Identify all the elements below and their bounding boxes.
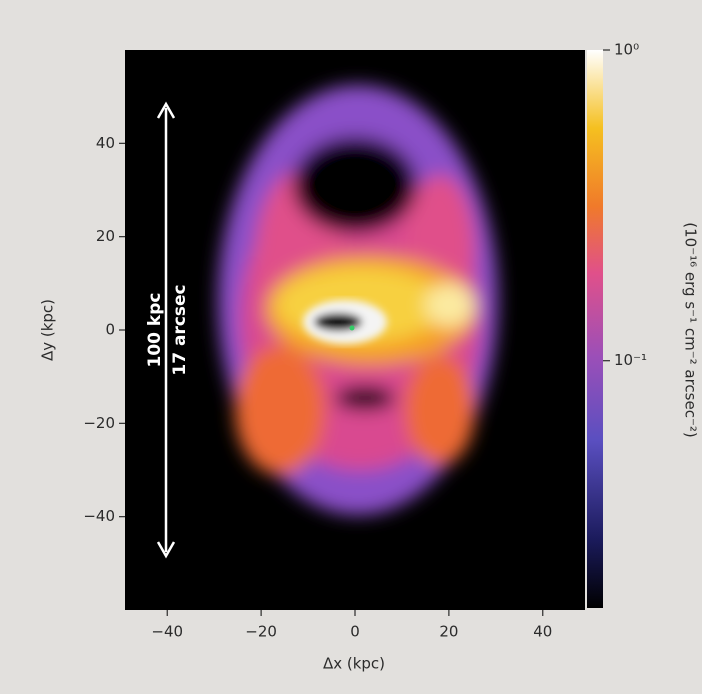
x-tick-label: 20 <box>439 623 458 641</box>
colorbar <box>587 50 603 608</box>
x-tick-label: 0 <box>350 623 360 641</box>
y-tick-label: 20 <box>96 227 115 245</box>
y-tick-label: −20 <box>83 414 115 432</box>
annotation: 100 kpc <box>145 293 165 368</box>
emission-map: 100 kpc 17 arcsec <box>125 50 585 610</box>
colorbar-tick-label: 10⁻¹ <box>614 351 647 369</box>
y-tick-label: 0 <box>105 321 115 339</box>
y-tick-label: 40 <box>96 134 115 152</box>
x-tick-label: 40 <box>533 623 552 641</box>
colorbar-tick-label: 10⁰ <box>614 41 639 59</box>
x-tick-label: −20 <box>245 623 277 641</box>
x-axis-label: Δx (kpc) <box>323 655 385 673</box>
y-axis-label: Δy (kpc) <box>39 299 57 361</box>
colorbar-label: (10⁻¹⁶ erg s⁻¹ cm⁻² arcsec⁻²) <box>682 222 700 438</box>
y-tick-label: −40 <box>83 507 115 525</box>
x-tick-label: −40 <box>151 623 183 641</box>
annotation: 17 arcsec <box>170 284 190 375</box>
